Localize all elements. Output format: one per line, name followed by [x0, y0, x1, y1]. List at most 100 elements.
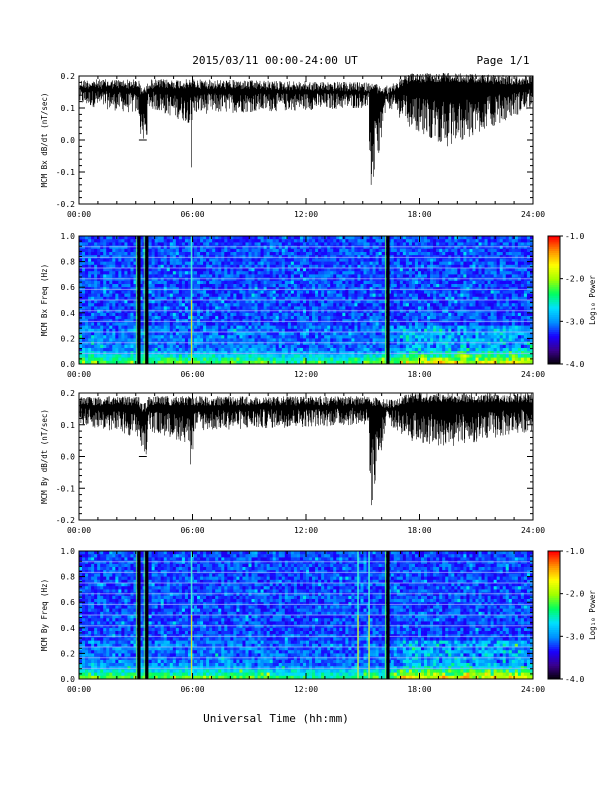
spectrogram-cell — [299, 300, 304, 304]
spectrogram-cell — [239, 322, 243, 326]
spectrogram-cell — [324, 335, 328, 339]
spectrogram-cell — [166, 354, 171, 358]
spectrogram-cell — [266, 348, 270, 352]
spectrogram-cell — [157, 280, 162, 285]
spectrogram-cell — [315, 252, 319, 256]
spectrogram-cell — [360, 258, 364, 262]
spectrogram-cell — [290, 252, 295, 256]
spectrogram-cell — [266, 274, 270, 278]
spectrogram-cell — [218, 360, 222, 365]
spectrogram-cell — [293, 344, 298, 349]
spectrogram-cell — [221, 277, 225, 282]
spectrogram-cell — [82, 316, 86, 320]
spectrogram-cell — [82, 242, 86, 246]
spectrogram-cell — [151, 258, 155, 262]
spectrogram-cell — [266, 261, 270, 266]
spectrogram-cell — [88, 344, 92, 349]
spectrogram-cell — [133, 309, 137, 314]
spectrogram-cell — [299, 274, 304, 278]
spectrogram-cell — [236, 338, 240, 342]
spectrogram-cell — [112, 274, 116, 278]
spectrogram-cell — [302, 348, 307, 352]
spectrogram-cell — [109, 280, 113, 285]
spectrogram-cell — [184, 248, 189, 253]
spectrogram-cell — [281, 341, 286, 346]
spectrogram-cell — [257, 357, 261, 362]
spectrogram-cell — [85, 261, 89, 266]
spectrogram-cell — [408, 293, 413, 298]
spectrogram-cell — [290, 284, 295, 288]
spectrogram-cell — [133, 280, 137, 285]
spectrogram-cell — [209, 348, 213, 352]
spectrogram-cell — [339, 309, 343, 314]
spectrogram-cell — [248, 303, 252, 307]
spectrogram-cell — [230, 338, 234, 342]
spectrogram-cell — [203, 271, 207, 275]
spectrogram-cell — [293, 290, 298, 294]
spectrogram-cell — [148, 341, 152, 346]
spectrogram-cell — [402, 312, 407, 317]
spectrogram-cell — [197, 277, 201, 282]
spectrogram-cell — [345, 252, 349, 256]
spectrogram-cell — [127, 296, 131, 301]
spectrogram-cell — [312, 341, 316, 346]
spectrogram-cell — [263, 338, 267, 342]
spectrogram-cell — [330, 328, 334, 333]
spectrogram-cell — [227, 335, 231, 339]
spectrogram-cell — [287, 306, 292, 310]
spectrogram-cell — [306, 306, 310, 310]
spectrogram-cell — [433, 316, 437, 320]
spectrogram-cell — [296, 306, 301, 310]
spectrogram-cell — [181, 271, 186, 275]
spectrogram-cell — [227, 242, 231, 246]
spectrogram-cell — [381, 252, 385, 256]
spectrogram-cell — [336, 239, 340, 243]
spectrogram-cell — [393, 271, 398, 275]
spectrogram-cell — [178, 357, 183, 362]
spectrogram-cell — [399, 264, 404, 269]
spectrogram-cell — [184, 293, 189, 298]
spectrogram-cell — [421, 312, 425, 317]
spectrogram-cell — [427, 328, 431, 333]
spectrogram-cell — [97, 338, 101, 342]
spectrogram-cell — [421, 354, 425, 358]
spectrogram-cell — [275, 258, 280, 262]
spectrogram-cell — [330, 309, 334, 314]
spectrogram-cell — [200, 328, 204, 333]
spectrogram-cell — [284, 271, 289, 275]
spectrogram-cell — [130, 316, 134, 320]
spectrogram-cell — [284, 236, 289, 240]
spectrogram-cell — [275, 236, 280, 240]
spectrogram-cell — [124, 239, 128, 243]
spectrogram-cell — [312, 268, 316, 272]
spectrogram-cell — [242, 360, 246, 365]
spectrogram-cell — [390, 312, 395, 317]
spectrogram-cell — [408, 332, 413, 336]
spectrogram-cell — [299, 293, 304, 298]
spectrogram-cell — [393, 239, 398, 243]
spectrogram-cell — [251, 236, 255, 240]
spectrogram-cell — [118, 348, 122, 352]
spectrogram-cell — [263, 348, 267, 352]
y-tick-label: -0.1 — [56, 168, 75, 177]
spectrogram-cell — [378, 296, 382, 301]
spectrogram-cell — [97, 335, 101, 339]
spectrogram-cell — [445, 252, 449, 256]
spectrogram-cell — [402, 277, 407, 282]
spectrogram-cell — [363, 268, 367, 272]
spectrogram-cell — [254, 312, 258, 317]
spectrogram-cell — [218, 274, 222, 278]
spectrogram-cell — [178, 300, 183, 304]
spectrogram-cell — [324, 354, 328, 358]
spectrogram-cell — [384, 322, 389, 326]
spectrogram-cell — [172, 258, 177, 262]
spectrogram-cell — [94, 309, 98, 314]
spectrogram-cell — [230, 322, 234, 326]
spectrogram-cell — [263, 328, 267, 333]
spectrogram-cell — [390, 239, 395, 243]
spectrogram-cell — [139, 357, 143, 362]
spectrogram-cell — [269, 316, 274, 320]
spectrogram-cell — [260, 328, 264, 333]
spectrogram-cell — [405, 252, 410, 256]
spectrogram-cell — [414, 357, 419, 362]
